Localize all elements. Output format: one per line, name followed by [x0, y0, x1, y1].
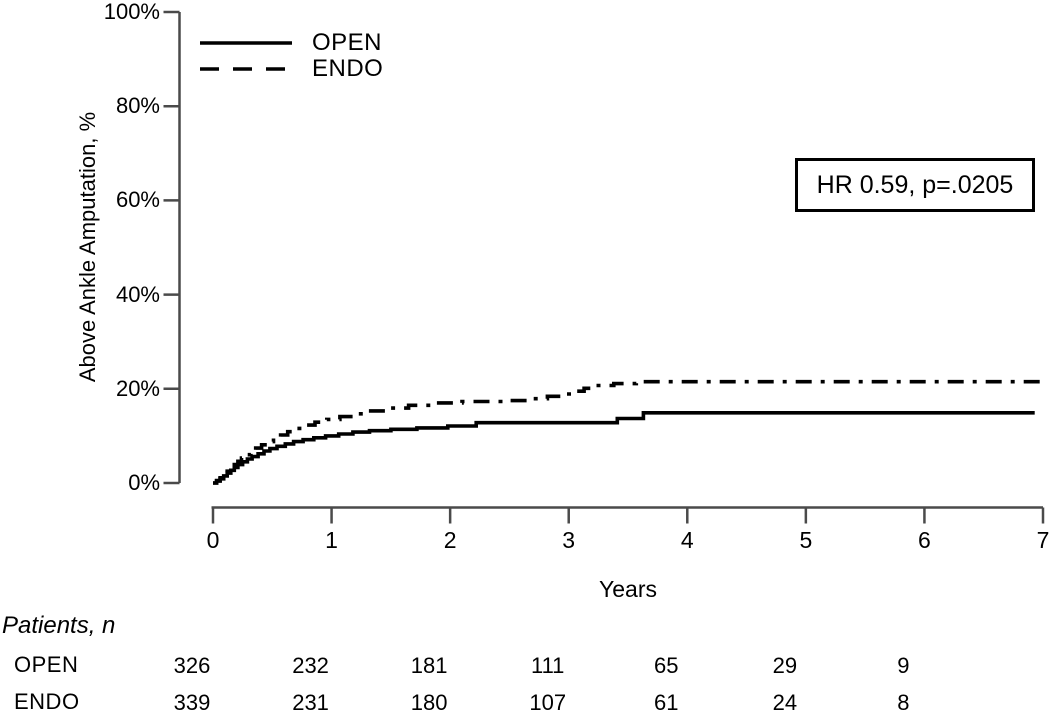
- x-axis-title: Years: [599, 576, 657, 602]
- x-tick-label: 1: [325, 527, 338, 553]
- legend-label-endo: ENDO: [312, 55, 384, 82]
- risk-count-open: 65: [654, 653, 679, 678]
- curve-endo: [213, 379, 1046, 485]
- y-tick-label: 100%: [103, 0, 160, 24]
- risk-count-endo: 24: [772, 690, 798, 715]
- curve-open: [213, 411, 1035, 485]
- x-tick-label: 3: [562, 527, 576, 553]
- x-tick-label: 4: [680, 527, 694, 553]
- axes: [163, 10, 1045, 524]
- risk-count-endo: 231: [292, 690, 329, 715]
- risk-count-open: 29: [772, 653, 798, 678]
- risk-count-open: 181: [410, 653, 448, 678]
- legend-entry-open: OPEN: [200, 29, 420, 56]
- x-tick-label: 2: [443, 527, 457, 553]
- legend-label-open: OPEN: [312, 29, 383, 56]
- x-tick-label: 7: [1036, 527, 1050, 553]
- legend-entry-endo: ENDO: [200, 55, 420, 82]
- risk-count-open: 111: [530, 653, 565, 678]
- y-tick-label: 20%: [115, 375, 160, 401]
- y-tick-label: 80%: [115, 93, 160, 119]
- legend-dashed-line-icon: [200, 67, 292, 71]
- risk-count-endo: 180: [410, 690, 448, 715]
- risk-count-open: 232: [292, 653, 329, 678]
- y-tick-label: 0%: [128, 470, 160, 495]
- y-tick-label: 40%: [115, 281, 160, 307]
- risk-row-label-open: OPEN: [14, 652, 79, 677]
- legend: OPEN ENDO: [200, 29, 420, 82]
- risk-count-endo: 107: [529, 690, 567, 715]
- x-tick-label: 5: [799, 527, 813, 553]
- hr-annotation-box: HR 0.59, p=.0205: [795, 158, 1035, 212]
- legend-solid-line-icon: [200, 41, 292, 45]
- x-tick-label: 0: [206, 527, 220, 553]
- risk-table-title: Patients, n: [2, 612, 116, 639]
- y-tick-label: 60%: [115, 187, 160, 213]
- risk-count-endo: 61: [654, 690, 679, 715]
- risk-count-endo: 8: [897, 690, 910, 715]
- x-tick-label: 6: [918, 527, 931, 553]
- risk-count-open: 326: [173, 653, 211, 678]
- risk-count-open: 9: [897, 653, 910, 678]
- risk-row-label-endo: ENDO: [14, 689, 80, 714]
- risk-count-endo: 339: [173, 690, 211, 715]
